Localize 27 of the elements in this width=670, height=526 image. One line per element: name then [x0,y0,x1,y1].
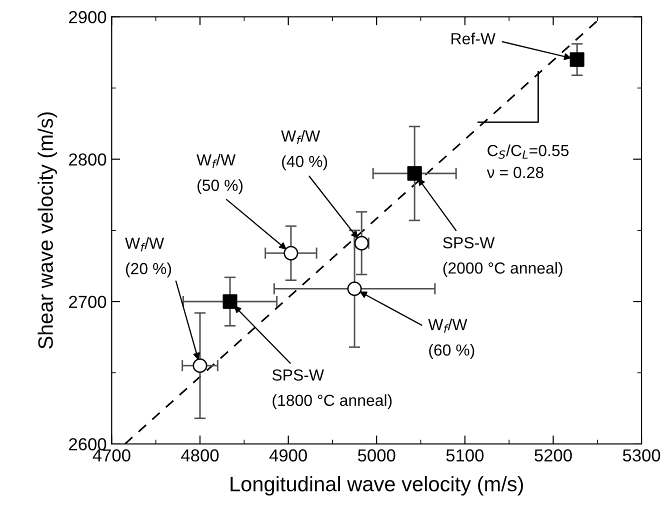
point [192,358,208,373]
annotation: W$_{f}$/W (50 %) [196,154,243,194]
point [284,246,298,260]
point [407,166,422,181]
y-tick-label: 2800 [69,153,106,166]
y-axis-title: Shear wave velocity (m/s) [38,112,58,349]
annotation: C$_{S}$/C$_{L}$=0.55 ν = 0.28 [486,144,569,178]
x-tick-label: 4900 [269,449,307,462]
annotation: W$_{f}$/W (40 %) [281,130,328,170]
annotation: Ref-W [452,32,496,44]
x-tick-label: 5100 [446,449,484,462]
y-tick-label: 2600 [69,438,106,450]
y-tick-label: 2900 [69,11,106,24]
point [347,281,362,296]
x-tick-label: 5200 [534,449,572,462]
annotation: SPS-W (2000 °C anneal) [443,237,562,277]
x-axis-title: Longitudinal wave velocity (m/s) [230,476,523,496]
annotation: W$_{f}$/W (20 %) [125,237,172,278]
x-tick-label: 5300 [622,449,660,462]
annotation: W$_{f}$/W (60 %) [428,318,474,359]
y-tick-label: 2700 [69,296,106,308]
x-tick-label: 4700 [92,449,130,462]
annotation: SPS-W (1800 °C anneal) [272,369,392,410]
point [222,294,238,309]
point [570,52,584,67]
x-tick-label: 4800 [181,449,219,462]
x-tick-label: 5000 [358,449,396,462]
